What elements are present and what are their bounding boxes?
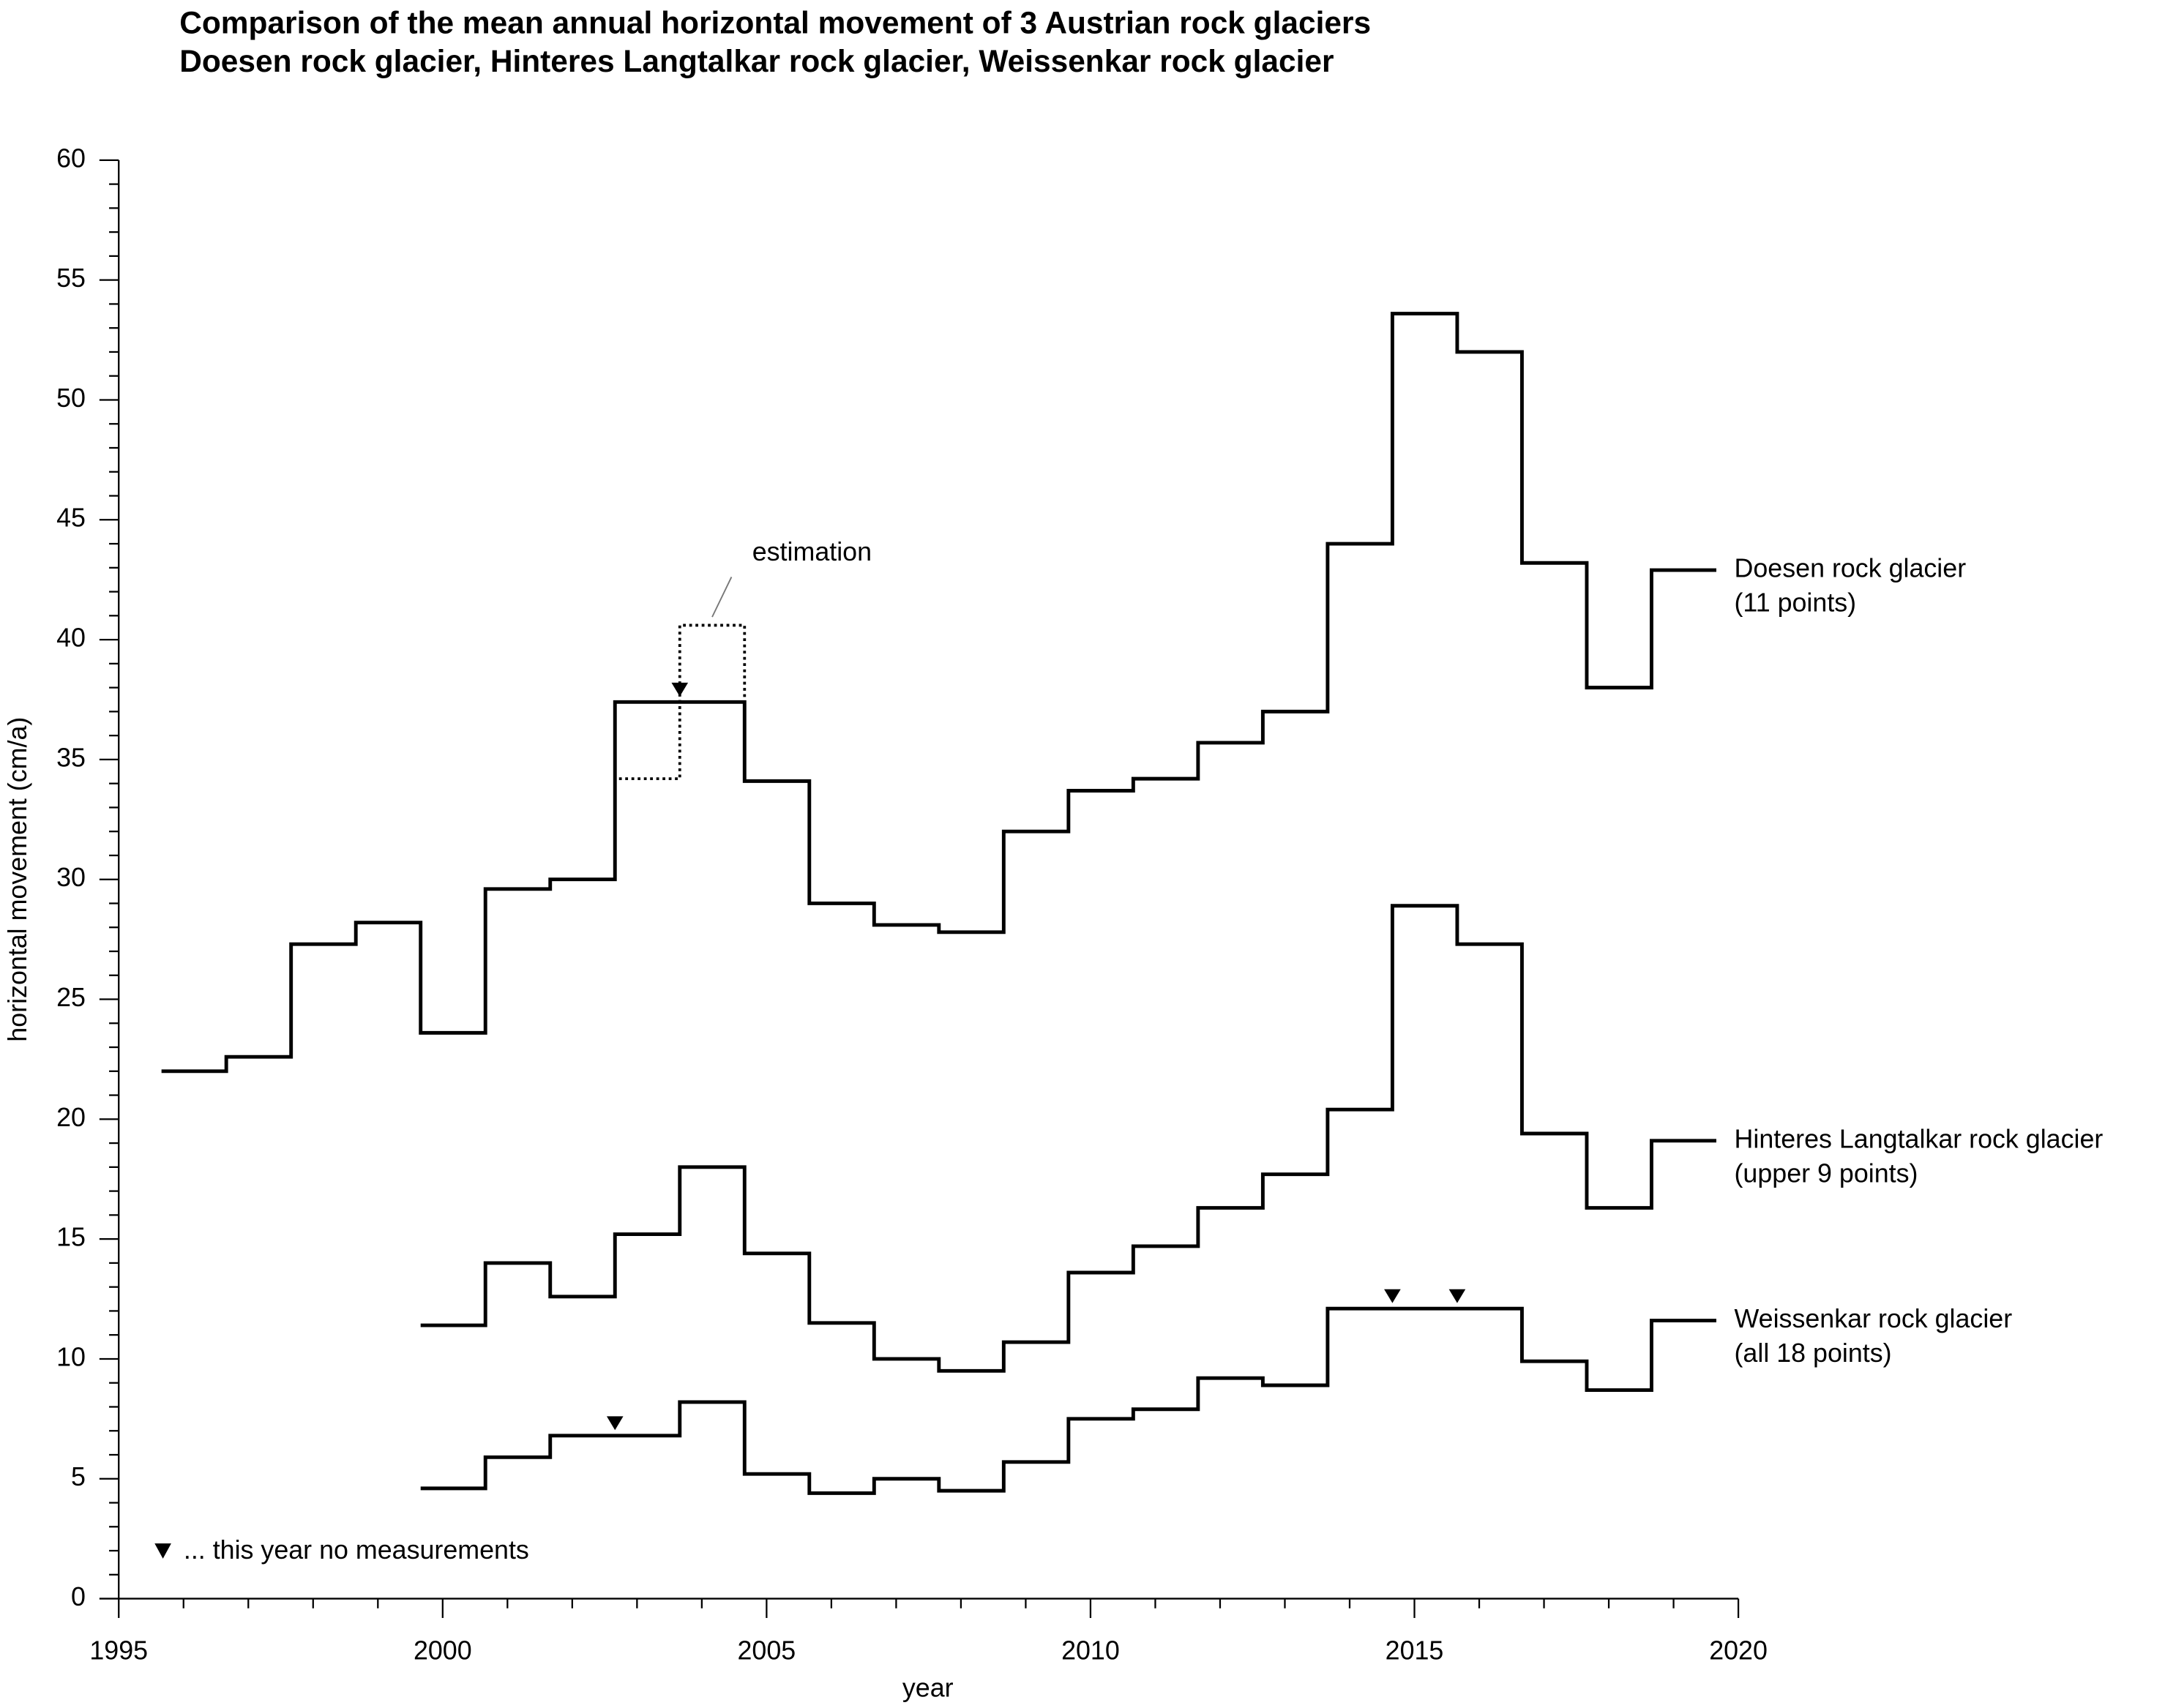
x-tick-label: 1995 [89,1636,148,1666]
y-tick-label: 50 [56,383,86,413]
y-tick-label: 5 [71,1462,86,1491]
y-tick-label: 35 [56,743,86,772]
y-tick-label: 15 [56,1223,86,1252]
chart-title: Comparison of the mean annual horizontal… [179,5,1371,40]
series-label: Hinteres Langtalkar rock glacier [1735,1124,2104,1153]
y-tick-label: 30 [56,863,86,892]
x-tick-label: 2010 [1061,1636,1120,1666]
no-measurement-marker [606,1416,624,1431]
series-note: (all 18 points) [1735,1338,1892,1368]
series-note: (11 points) [1735,588,1857,618]
y-tick-label: 55 [56,263,86,293]
x-tick-label: 2020 [1709,1636,1768,1666]
series-note: (upper 9 points) [1735,1158,1918,1188]
annotation-leader [711,576,733,618]
no-measurement-marker [671,682,689,697]
chart-subtitle: Doesen rock glacier, Hinteres Langtalkar… [179,44,1334,78]
step-line [161,312,1716,1074]
series-label: Doesen rock glacier [1735,554,1967,583]
y-tick-label: 0 [71,1582,86,1611]
y-tick-label: 60 [56,143,86,173]
estimation-line [613,623,747,780]
series-label: Weissenkar rock glacier [1735,1304,2013,1333]
x-axis-label: year [902,1674,954,1703]
no-measurement-marker [1384,1289,1401,1303]
y-axis-label: horizontal movement (cm/a) [3,717,32,1042]
annotation: estimation [752,537,872,566]
legend-text: ... this year no measurements [184,1535,529,1565]
legend-marker [154,1543,171,1559]
y-tick-label: 10 [56,1342,86,1371]
step-line [420,1306,1716,1495]
x-tick-label: 2000 [414,1636,472,1666]
x-tick-label: 2005 [738,1636,796,1666]
x-tick-label: 2015 [1386,1636,1444,1666]
y-tick-label: 40 [56,623,86,653]
y-tick-label: 45 [56,503,86,533]
y-tick-label: 20 [56,1103,86,1132]
no-measurement-marker [1448,1289,1466,1303]
step-line [420,904,1716,1373]
y-tick-label: 25 [56,983,86,1012]
